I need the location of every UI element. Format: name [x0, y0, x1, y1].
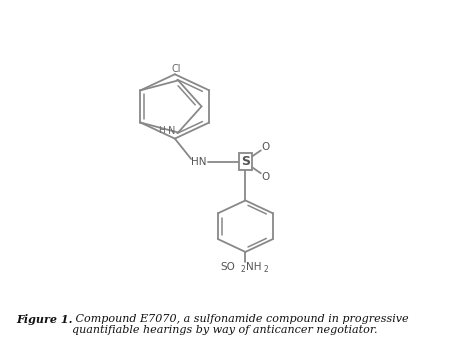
Text: Compound E7070, a sulfonamide compound in progressive
quantifiable hearings by w: Compound E7070, a sulfonamide compound i…: [73, 314, 409, 335]
Text: SO: SO: [221, 262, 236, 272]
Text: O: O: [261, 142, 269, 152]
Text: O: O: [261, 172, 269, 182]
Text: H: H: [158, 126, 165, 135]
Text: Cl: Cl: [171, 64, 181, 74]
Text: HN: HN: [191, 157, 207, 167]
Text: N: N: [168, 126, 175, 136]
Text: 2: 2: [240, 265, 245, 274]
Text: S: S: [241, 155, 250, 168]
Text: NH: NH: [246, 262, 262, 272]
Text: 2: 2: [264, 265, 268, 274]
Text: Figure 1.: Figure 1.: [16, 314, 73, 325]
